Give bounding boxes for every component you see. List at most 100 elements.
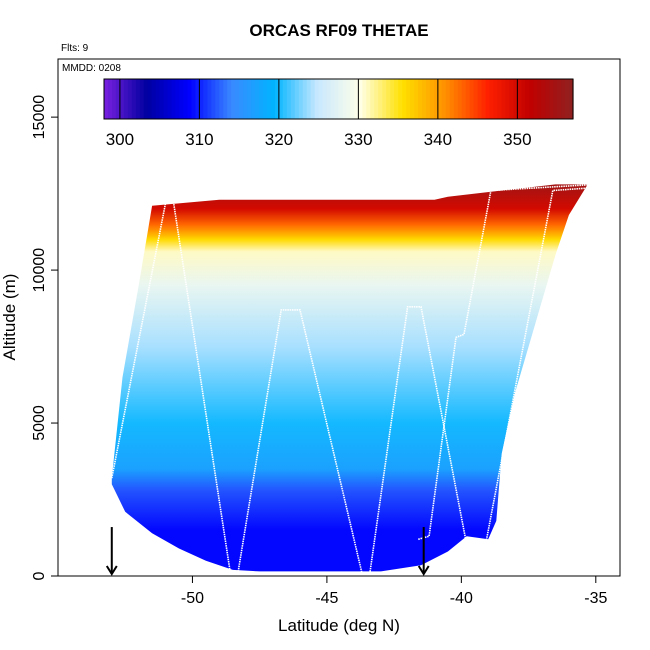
colorbar-cell xyxy=(231,79,236,119)
colorbar-cell xyxy=(545,79,550,119)
colorbar-tick-label: 320 xyxy=(265,130,293,149)
colorbar-cell xyxy=(119,79,125,119)
colorbar-cell xyxy=(477,79,483,119)
colorbar-cell xyxy=(533,79,538,119)
colorbar-cell xyxy=(322,79,328,119)
colorbar-cell xyxy=(541,79,546,119)
colorbar-cell xyxy=(453,79,459,119)
colorbar-cell xyxy=(433,79,439,119)
colorbar-cell xyxy=(147,79,153,119)
colorbar-cell xyxy=(501,79,507,119)
colorbar-cell xyxy=(553,79,558,119)
down-arrow-icon xyxy=(417,527,430,576)
colorbar-cell xyxy=(155,79,161,119)
colorbar-cell xyxy=(207,79,212,119)
y-tick-label: 5000 xyxy=(31,405,48,441)
colorbar-cell xyxy=(203,79,208,119)
colorbar-tick-label: 330 xyxy=(344,130,372,149)
y-tick-label: 15000 xyxy=(31,95,48,140)
y-tick-label: 0 xyxy=(31,571,48,580)
colorbar-cell xyxy=(215,79,220,119)
colorbar-cell xyxy=(151,79,157,119)
colorbar-cell xyxy=(139,79,145,119)
colorbar-cell xyxy=(115,79,121,119)
colorbar-cell xyxy=(306,79,312,119)
colorbar-tick-label: 340 xyxy=(424,130,452,149)
colorbar-cell xyxy=(346,79,352,119)
colorbar-cell xyxy=(354,79,359,119)
colorbar-cell xyxy=(489,79,495,119)
chart-title: ORCAS RF09 THETAE xyxy=(249,21,428,40)
colorbar-cell xyxy=(521,79,526,119)
colorbar-cell xyxy=(386,79,391,119)
x-tick-label: -50 xyxy=(181,590,204,607)
thetae-field xyxy=(111,184,588,572)
flights-annotation: Flts: 9 xyxy=(61,43,89,54)
colorbar-cell xyxy=(398,79,403,119)
colorbar-cell xyxy=(282,79,288,119)
colorbar-cell xyxy=(457,79,463,119)
colorbar-cell xyxy=(449,79,455,119)
colorbar-cell xyxy=(262,79,268,119)
colorbar-cell xyxy=(509,79,514,119)
colorbar-cell xyxy=(111,79,117,119)
colorbar-cell xyxy=(374,79,379,119)
colorbar-cell xyxy=(334,79,340,119)
colorbar-cell xyxy=(465,79,471,119)
colorbar-cell xyxy=(127,79,133,119)
colorbar-cell xyxy=(549,79,554,119)
colorbar-cell xyxy=(183,79,189,119)
location-markers xyxy=(105,527,430,576)
colorbar-cell xyxy=(243,79,248,119)
colorbar-cell xyxy=(485,79,491,119)
colorbar-cell xyxy=(370,79,375,119)
colorbar-cell xyxy=(227,79,232,119)
colorbar-cell xyxy=(270,79,276,119)
colorbar-cell xyxy=(163,79,169,119)
colorbar-cell xyxy=(493,79,499,119)
colorbar-tick-label: 350 xyxy=(503,130,531,149)
flight-track-branch xyxy=(418,183,596,541)
colorbar-cell xyxy=(239,79,244,119)
colorbar-cell xyxy=(537,79,542,119)
colorbar-cell xyxy=(223,79,228,119)
colorbar-cell xyxy=(266,79,272,119)
colorbar-cell xyxy=(294,79,300,119)
colorbar-cell xyxy=(350,79,355,119)
colorbar-cell xyxy=(437,79,443,119)
colorbar-cell xyxy=(425,79,431,119)
colorbar-cell xyxy=(505,79,510,119)
colorbar-cell xyxy=(525,79,530,119)
colorbar-cell xyxy=(175,79,181,119)
colorbar-cell xyxy=(362,79,367,119)
down-arrow-icon xyxy=(105,527,118,576)
colorbar-cell xyxy=(259,79,264,119)
x-tick-label: -45 xyxy=(315,590,338,607)
colorbar-cell xyxy=(330,79,336,119)
colorbar-cell xyxy=(123,79,129,119)
colorbar-cell xyxy=(107,79,113,119)
colorbar-cell xyxy=(342,79,348,119)
y-axis: 0 5000 10000 15000 xyxy=(31,95,58,580)
colorbar-cell xyxy=(135,79,141,119)
flight-track xyxy=(111,183,596,574)
colorbar-cell xyxy=(390,79,395,119)
colorbar-cell xyxy=(429,79,435,119)
colorbar-cell xyxy=(421,79,427,119)
date-annotation: MMDD: 0208 xyxy=(62,63,121,74)
colorbar-cell xyxy=(406,79,411,119)
x-axis: -50 -45 -40 -35 xyxy=(181,576,607,607)
colorbar-cell xyxy=(358,79,363,119)
colorbar-cell xyxy=(402,79,407,119)
colorbar-cell xyxy=(529,79,534,119)
colorbar-cell xyxy=(131,79,137,119)
colorbar-cell xyxy=(251,79,256,119)
colorbar-cell xyxy=(235,79,240,119)
colorbar-cell xyxy=(314,79,320,119)
colorbar-cell xyxy=(569,79,574,119)
colorbar-cell xyxy=(255,79,260,119)
y-axis-label: Altitude (m) xyxy=(0,274,19,361)
x-axis-label: Latitude (deg N) xyxy=(278,616,400,635)
colorbar-cell xyxy=(199,79,204,119)
colorbar-cell xyxy=(382,79,387,119)
